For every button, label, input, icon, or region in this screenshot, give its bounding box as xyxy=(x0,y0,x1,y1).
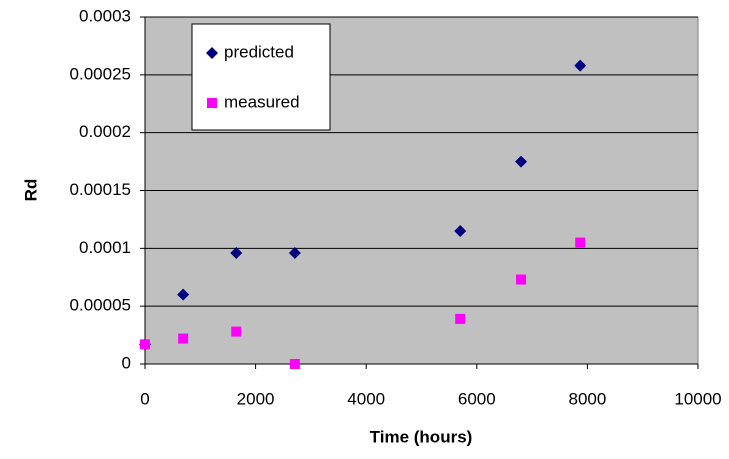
point xyxy=(454,224,467,237)
point xyxy=(288,246,301,259)
y-tick-label: 0.00005 xyxy=(70,296,131,315)
legend-label: measured xyxy=(224,92,300,111)
legend-marker xyxy=(206,47,218,59)
point xyxy=(575,237,586,248)
legend-label: predicted xyxy=(224,42,294,61)
point xyxy=(574,59,587,72)
y-tick-label: 0.00025 xyxy=(70,64,131,83)
y-tick-label: 0.00015 xyxy=(70,180,131,199)
point xyxy=(177,288,190,301)
y-tick-label: 0 xyxy=(122,353,131,372)
y-tick-label: 0.0002 xyxy=(79,122,131,141)
y-tick-label: 0.0003 xyxy=(79,6,131,25)
x-tick-label: 6000 xyxy=(458,389,496,408)
x-axis-label: Time (hours) xyxy=(370,427,473,446)
x-tick-label: 0 xyxy=(140,389,149,408)
x-tick-label: 8000 xyxy=(568,389,606,408)
point xyxy=(230,246,243,259)
x-tick-label: 2000 xyxy=(237,389,275,408)
point xyxy=(516,274,527,285)
point xyxy=(289,359,300,369)
x-tick-label: 4000 xyxy=(347,389,385,408)
y-tick-label: 0.0001 xyxy=(79,238,131,257)
point xyxy=(515,155,528,168)
point xyxy=(140,339,150,350)
x-tick-label: 10000 xyxy=(674,389,721,408)
point xyxy=(455,313,466,324)
legend-marker xyxy=(207,98,217,108)
y-axis-label: Rd xyxy=(21,179,40,202)
point xyxy=(231,326,242,337)
point xyxy=(178,333,189,344)
legend-box xyxy=(191,23,331,131)
